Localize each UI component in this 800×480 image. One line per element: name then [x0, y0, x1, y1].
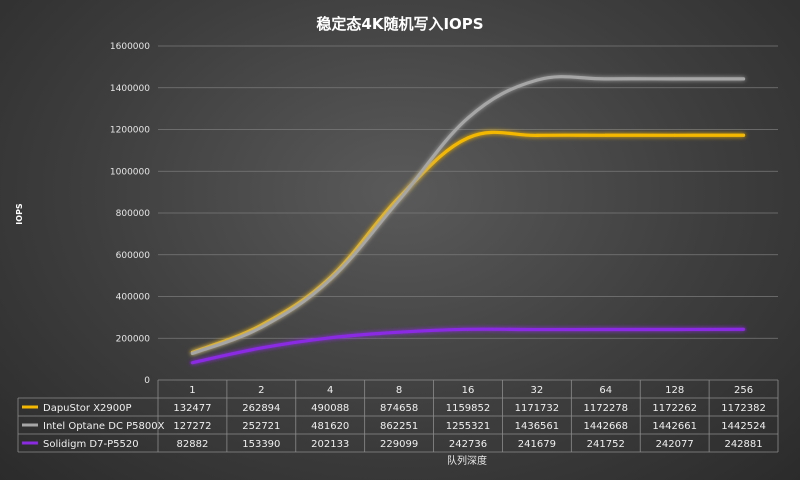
data-label: 1159852 [446, 403, 491, 414]
y-tick-label: 1600000 [110, 42, 150, 52]
data-point [397, 330, 401, 334]
data-point [259, 346, 263, 350]
data-label: 242736 [449, 439, 487, 450]
y-tick-label: 400000 [116, 293, 151, 303]
x-tick-label: 128 [665, 385, 684, 396]
data-label: 262894 [242, 403, 280, 414]
data-label: 82882 [177, 439, 209, 450]
data-label: 241679 [518, 439, 556, 450]
y-tick-label: 1400000 [110, 84, 150, 94]
x-axis-label: 队列深度 [447, 454, 487, 467]
data-label: 1436561 [515, 421, 560, 432]
data-label: 1172382 [721, 403, 766, 414]
series-lines [190, 75, 746, 365]
data-point [673, 327, 677, 331]
legend-entry: Intel Optane DC P5800X [43, 421, 165, 432]
data-point [673, 133, 677, 137]
chart-title: 稳定态4K随机写入IOPS [316, 15, 483, 33]
data-point [535, 328, 539, 332]
data-point [190, 351, 194, 355]
series-line [190, 75, 746, 356]
data-point [328, 336, 332, 340]
x-tick-label: 1 [189, 385, 195, 396]
data-point [466, 136, 470, 140]
legend-entry: Solidigm D7-P5520 [43, 439, 139, 450]
x-tick-label: 2 [258, 385, 264, 396]
data-point [259, 325, 263, 329]
data-label: 1172262 [652, 403, 697, 414]
data-label: 242077 [656, 439, 694, 450]
data-label: 1171732 [515, 403, 560, 414]
data-point [742, 133, 746, 137]
data-label: 242881 [724, 439, 762, 450]
legend-entry: DapuStor X2900P [43, 403, 132, 414]
data-label: 202133 [311, 439, 349, 450]
data-point [604, 328, 608, 332]
data-label: 153390 [242, 439, 280, 450]
data-label: 862251 [380, 421, 418, 432]
data-label: 127272 [173, 421, 211, 432]
data-label: 1442668 [584, 421, 629, 432]
data-table: 1 2 4 8 16 32 64 128 256 DapuStor X2900P 132477 262… [17, 379, 779, 453]
data-label: 241752 [587, 439, 625, 450]
data-point [466, 116, 470, 120]
data-label: 481620 [311, 421, 349, 432]
series-line [190, 130, 746, 354]
data-label: 132477 [173, 403, 211, 414]
y-tick-label: 0 [144, 376, 150, 386]
x-tick-label: 64 [599, 385, 612, 396]
data-point [535, 133, 539, 137]
data-point [190, 361, 194, 365]
y-tick-label: 800000 [116, 209, 151, 219]
data-point [742, 77, 746, 81]
grid [158, 45, 778, 339]
data-label: 874658 [380, 403, 418, 414]
y-ticks: 0 200000 400000 600000 800000 1000000 1200000 1… [110, 42, 150, 386]
data-label: 1172278 [584, 403, 629, 414]
x-tick-label: 8 [396, 385, 402, 396]
data-point [604, 77, 608, 81]
data-point [742, 327, 746, 331]
x-tick-label: 256 [734, 385, 753, 396]
data-point [328, 277, 332, 281]
data-label: 1255321 [446, 421, 491, 432]
data-point [673, 77, 677, 81]
data-point [466, 327, 470, 331]
data-point [604, 133, 608, 137]
x-tick-label: 16 [462, 385, 475, 396]
x-tick-label: 32 [531, 385, 544, 396]
data-label: 252721 [242, 421, 280, 432]
data-point [397, 198, 401, 202]
y-tick-label: 1200000 [110, 126, 150, 136]
y-tick-label: 600000 [116, 251, 151, 261]
x-tick-label: 4 [327, 385, 333, 396]
y-tick-label: 200000 [116, 334, 151, 344]
series-line [190, 327, 746, 365]
data-label: 229099 [380, 439, 418, 450]
y-axis-label: IOPS [15, 203, 24, 225]
data-point [535, 78, 539, 82]
data-label: 1442661 [652, 421, 697, 432]
data-label: 490088 [311, 403, 349, 414]
y-tick-label: 1000000 [110, 167, 150, 177]
data-label: 1442524 [721, 421, 766, 432]
